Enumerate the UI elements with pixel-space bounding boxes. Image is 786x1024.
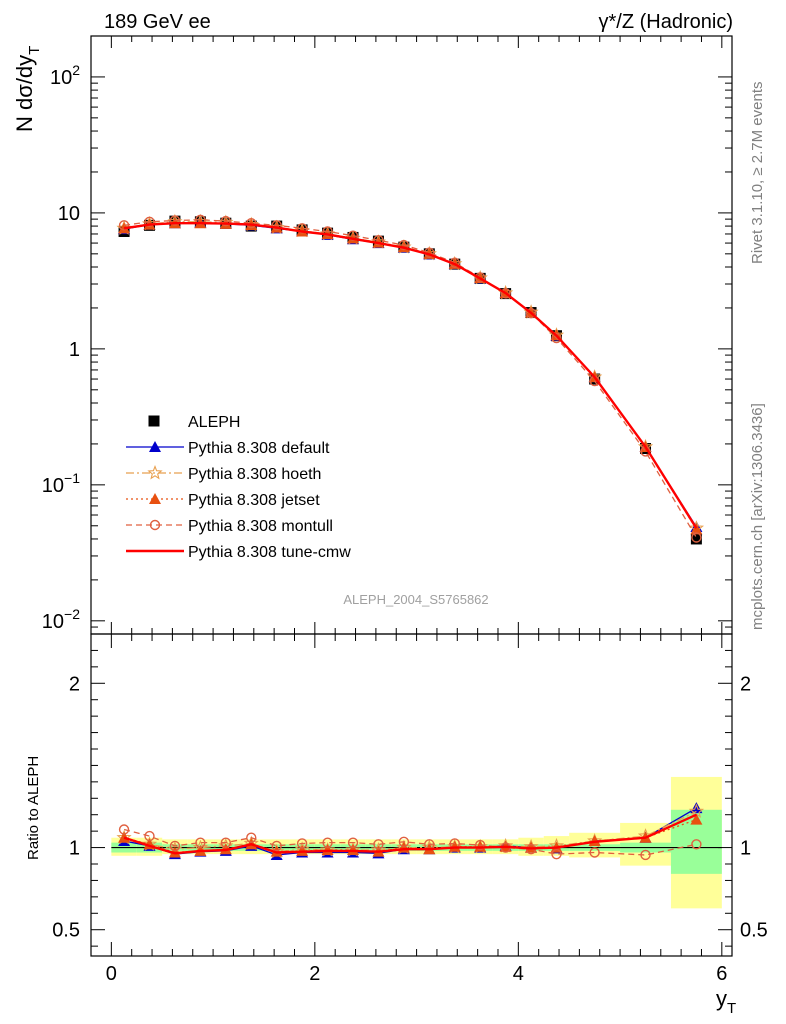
mcplots-label: mcplots.cern.ch [arXiv:1306.3436] [749,403,766,630]
ratio-y-tick-label: 1 [69,838,80,860]
header-energy-label: 189 GeV ee [104,11,211,33]
x-axis-title: yT [716,986,736,1017]
ratio-point-montull [398,836,410,848]
legend-label-jetset: Pythia 8.308 jetset [188,492,320,509]
ratio-point-montull [246,832,257,843]
ratio-point-montull [322,837,333,848]
ratio-y-tick-label: 0.5 [52,920,80,942]
main-series-default [118,216,703,532]
legend-marker-data [148,415,160,427]
analysis-id-label: ALEPH_2004_S5765862 [343,592,488,607]
legend-label-data: ALEPH [188,414,240,431]
main-series-montull [118,214,702,543]
legend-label-tune_cmw: Pythia 8.308 tune-cmw [188,544,351,561]
ratio-panel: 0 2 4 6 0.5 0.5 1 1 2 2 Ratio to ALEPH yT [25,633,768,1017]
ratio-point-montull [169,840,181,852]
main-point-montull [144,216,155,228]
ratio-y-tick-label-right: 0.5 [740,920,768,942]
ratio-point-jetset [270,845,283,857]
main-series-hoeth [116,213,705,535]
main-series-jetset [118,217,703,535]
main-y-tick-label: 10 [58,203,80,225]
ratio-point-jetset [219,843,232,855]
main-y-tick-label: 10−1 [42,470,80,497]
ratio-y-axis-title: Ratio to ALEPH [25,756,42,860]
ratio-point-jetset [296,844,309,856]
ratio-point-montull [640,849,651,861]
ratio-point-montull [347,837,359,848]
ratio-y-tick-label: 2 [69,673,80,695]
ratio-x-tick-label: 0 [106,963,117,985]
ratio-y-tick-label-right: 1 [740,838,751,860]
main-point-montull [322,226,333,237]
header-process-label: γ*/Z (Hadronic) [599,11,733,33]
legend-marker-default [149,441,161,452]
ratio-point-jetset [448,840,461,852]
legend-marker-jetset [149,493,161,504]
ratio-point-jetset [321,844,334,856]
ratio-x-tick-label: 6 [716,963,727,985]
main-point-montull [118,220,130,231]
main-line-jetset [124,222,697,530]
main-point-montull [347,230,359,241]
main-point-montull [373,234,384,246]
main-series-tune_cmw [123,221,698,529]
main-line-montull [124,219,697,538]
ratio-point-montull [474,839,486,851]
main-point-montull [271,220,282,231]
x-axis-title-sub: T [727,1000,736,1017]
legend-label-default: Pythia 8.308 default [188,440,330,457]
main-line-tune_cmw [123,221,698,529]
ratio-point-default [690,802,703,814]
ratio-point-montull [195,837,206,848]
ratio-point-montull [118,824,130,835]
ratio-y-tick-label-right: 2 [740,673,751,695]
legend-marker-montull [149,519,161,531]
main-point-montull [296,223,308,234]
ratio-point-montull [220,837,232,848]
main-y-tick-label: 1 [69,339,80,361]
ratio-point-jetset [690,813,703,825]
ratio-point-montull [691,839,702,850]
ratio-point-montull [271,840,282,852]
x-axis-title-text: y [716,986,727,1011]
ratio-frame [90,633,733,957]
rivet-version-label: Rivet 3.1.10, ≥ 2.7M events [749,82,766,265]
main-point-data [690,533,702,545]
main-y-axis-title: N dσ/dyT [12,46,43,132]
ratio-series-tune_cmw [123,813,697,855]
main-point-montull [246,218,257,229]
main-y-axis-title-text: N dσ/dy [12,55,37,132]
ratio-x-tick-label: 4 [513,963,524,985]
main-y-axis-title-sub: T [26,46,43,55]
legend-marker-hoeth [147,464,163,480]
main-y-tick-label: 10−2 [42,606,80,633]
main-panel: 10−2 10−1 1 10 102 N dσ/dyT ALEPH_2004_S5765… [12,35,733,635]
ratio-point-montull [144,830,155,842]
main-point-montull [525,307,537,319]
ratio-point-jetset [168,846,181,858]
legend: ALEPH Pythia 8.308 default Pythia 8.308 ho… [126,414,351,561]
main-point-montull [169,215,181,226]
main-point-montull [398,239,410,251]
ratio-point-montull [589,847,600,858]
main-point-montull [500,288,511,299]
legend-label-montull: Pythia 8.308 montull [188,518,333,535]
ratio-point-montull [551,848,562,860]
ratio-x-tick-label: 2 [309,963,320,985]
main-point-montull [691,532,702,543]
main-point-montull [474,272,486,283]
ratio-line-tune_cmw [123,813,697,855]
main-point-montull [220,215,232,227]
ratio-point-montull [373,839,384,850]
main-y-tick-label: 102 [50,62,80,89]
legend-label-hoeth: Pythia 8.308 hoeth [188,466,321,483]
ratio-point-jetset [118,831,131,843]
ratio-point-montull [296,838,308,849]
ratio-point-jetset [346,844,359,856]
main-point-montull [551,332,562,344]
